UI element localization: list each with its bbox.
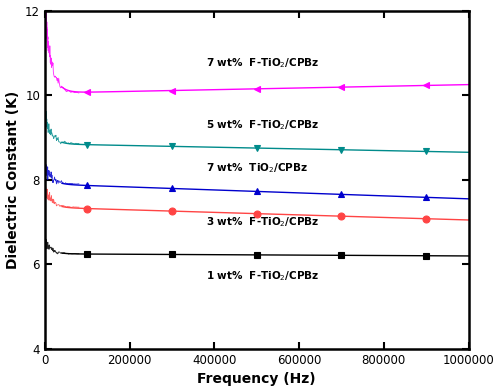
Text: 5 wt%  F-TiO$_2$/CPBz: 5 wt% F-TiO$_2$/CPBz — [206, 118, 320, 132]
Y-axis label: Dielectric Constant (K): Dielectric Constant (K) — [6, 91, 20, 269]
Text: 7 wt%  F-TiO$_2$/CPBz: 7 wt% F-TiO$_2$/CPBz — [206, 56, 320, 70]
Text: 7 wt%  TiO$_2$/CPBz: 7 wt% TiO$_2$/CPBz — [206, 161, 308, 175]
X-axis label: Frequency (Hz): Frequency (Hz) — [198, 372, 316, 387]
Text: 3 wt%  F-TiO$_2$/CPBz: 3 wt% F-TiO$_2$/CPBz — [206, 215, 320, 229]
Text: 1 wt%  F-TiO$_2$/CPBz: 1 wt% F-TiO$_2$/CPBz — [206, 269, 320, 283]
